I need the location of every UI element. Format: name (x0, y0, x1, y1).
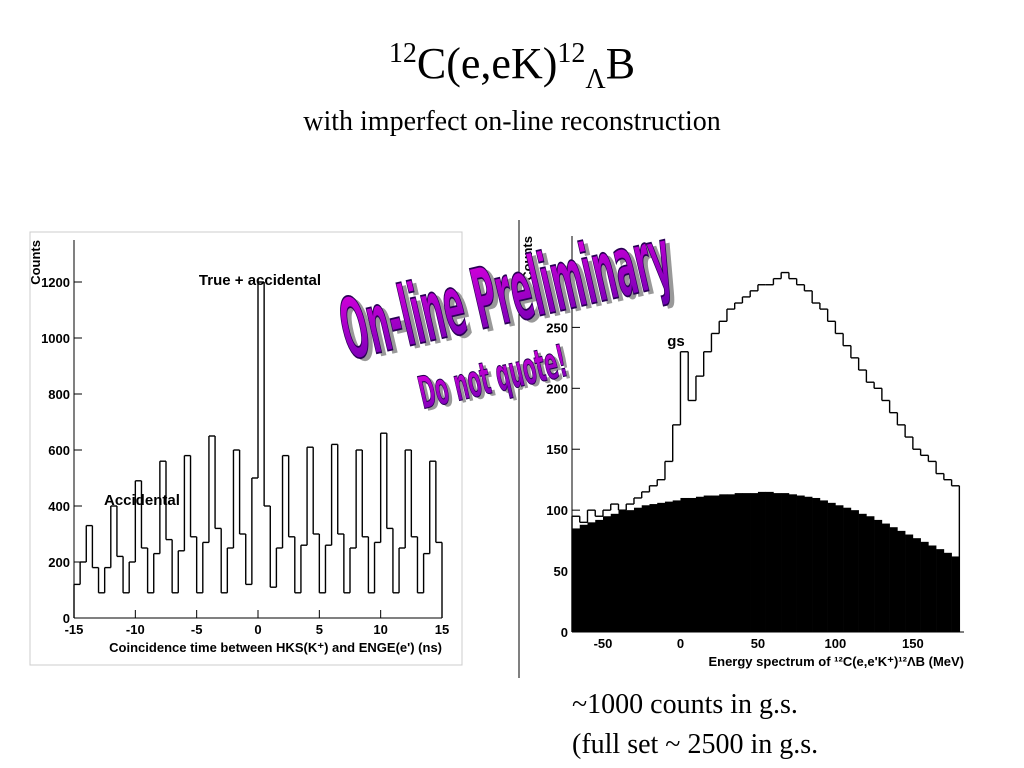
bar (719, 494, 728, 632)
y-axis-label: Counts (28, 240, 43, 285)
bar (905, 534, 914, 632)
bar (874, 519, 883, 632)
title-sup: 12 (389, 38, 417, 69)
plot: 0 200 400 600 800 1000 1200 -15 -10 -5 0 5 10 15 Coinc… (28, 240, 449, 655)
y-tick-label: 200 (546, 381, 568, 396)
bar (680, 497, 689, 632)
bar (750, 493, 759, 632)
y-tick-label: 100 (546, 503, 568, 518)
bar (657, 502, 666, 632)
bar (881, 523, 890, 632)
note: ~1000 counts in g.s. (572, 689, 798, 720)
bar (804, 496, 813, 632)
annotation: Accidental (104, 492, 180, 509)
bar (664, 501, 674, 632)
bar (812, 497, 821, 632)
title-sub: Λ (585, 64, 606, 95)
y-tick-label: 250 (546, 320, 568, 335)
bar (866, 516, 875, 632)
y-tick-label: 800 (48, 387, 70, 402)
x-tick-label: 0 (254, 622, 261, 637)
bar (711, 495, 720, 632)
bar (951, 556, 960, 632)
bar (610, 513, 619, 632)
slide-title: 12C(e,eK)12ΛB (389, 38, 635, 95)
bar (742, 493, 751, 632)
x-tick-label: -50 (594, 636, 613, 651)
bar (572, 528, 581, 632)
x-tick-label: 5 (316, 622, 323, 637)
bar (688, 497, 697, 632)
x-tick-label: 15 (435, 622, 449, 637)
note: (full set ~ 2500 in g.s. (572, 729, 818, 760)
y-axis-label: Counts (520, 236, 535, 281)
annotation: gs (667, 333, 685, 350)
bar (602, 516, 612, 632)
x-tick-label: 0 (677, 636, 684, 651)
x-axis-label: Coincidence time between HKS(K⁺) and ENG… (109, 640, 442, 655)
bar (936, 549, 945, 632)
bar (626, 510, 635, 632)
bar (897, 530, 906, 632)
y-tick-label: 0 (561, 625, 568, 640)
x-tick-label: -5 (191, 622, 203, 637)
bar (695, 496, 704, 632)
bar (781, 493, 790, 632)
y-tick-label: 600 (48, 443, 70, 458)
title-sup: 12 (557, 38, 585, 69)
bar (587, 522, 596, 632)
left-frame (29, 231, 463, 666)
bar (649, 504, 658, 632)
bar (757, 491, 766, 632)
bar (672, 500, 681, 632)
bar (858, 513, 867, 632)
y-tick-label: 50 (554, 564, 568, 579)
title-main: B (606, 39, 635, 88)
x-axis-label: Energy spectrum of ¹²C(e,e'K⁺)¹²ΛB (MeV) (708, 654, 964, 669)
bar (835, 505, 844, 632)
bar (773, 493, 782, 632)
y-tick-label: 0 (63, 611, 70, 626)
y-tick-label: 200 (48, 555, 70, 570)
bar (843, 507, 852, 632)
y-tick-label: 1000 (41, 331, 70, 346)
x-tick-label: 10 (373, 622, 387, 637)
bar (796, 495, 805, 632)
x-tick-label: -10 (126, 622, 145, 637)
bar (618, 510, 627, 632)
bar (788, 494, 797, 632)
bar (641, 505, 650, 632)
bar (703, 495, 712, 632)
plot: 0 50 100 150 200 250 -50 0 50 100 150 Energy spectr… (520, 236, 964, 669)
bar (850, 510, 859, 632)
bar (889, 527, 898, 632)
annotation: True + accidental (199, 272, 321, 289)
bar (734, 493, 743, 632)
bar (819, 500, 828, 632)
bar (827, 502, 836, 632)
bar (912, 538, 921, 632)
x-tick-label: 50 (751, 636, 765, 651)
bar (920, 541, 929, 632)
bar (633, 507, 643, 632)
title-main: C(e,eK) (417, 39, 558, 88)
y-tick-label: 400 (48, 499, 70, 514)
bar (595, 519, 604, 632)
watermark: On-line Preliminary On-line Preliminary … (330, 207, 685, 422)
x-tick-label: 100 (825, 636, 847, 651)
bar (726, 494, 735, 632)
bar (765, 491, 774, 632)
slide-subtitle: with imperfect on-line reconstruction (303, 106, 721, 137)
bar (943, 552, 952, 632)
x-tick-label: -15 (65, 622, 84, 637)
bar (579, 524, 588, 632)
bar (928, 545, 937, 632)
x-tick-label: 150 (902, 636, 924, 651)
y-tick-label: 1200 (41, 275, 70, 290)
y-tick-label: 150 (546, 442, 568, 457)
